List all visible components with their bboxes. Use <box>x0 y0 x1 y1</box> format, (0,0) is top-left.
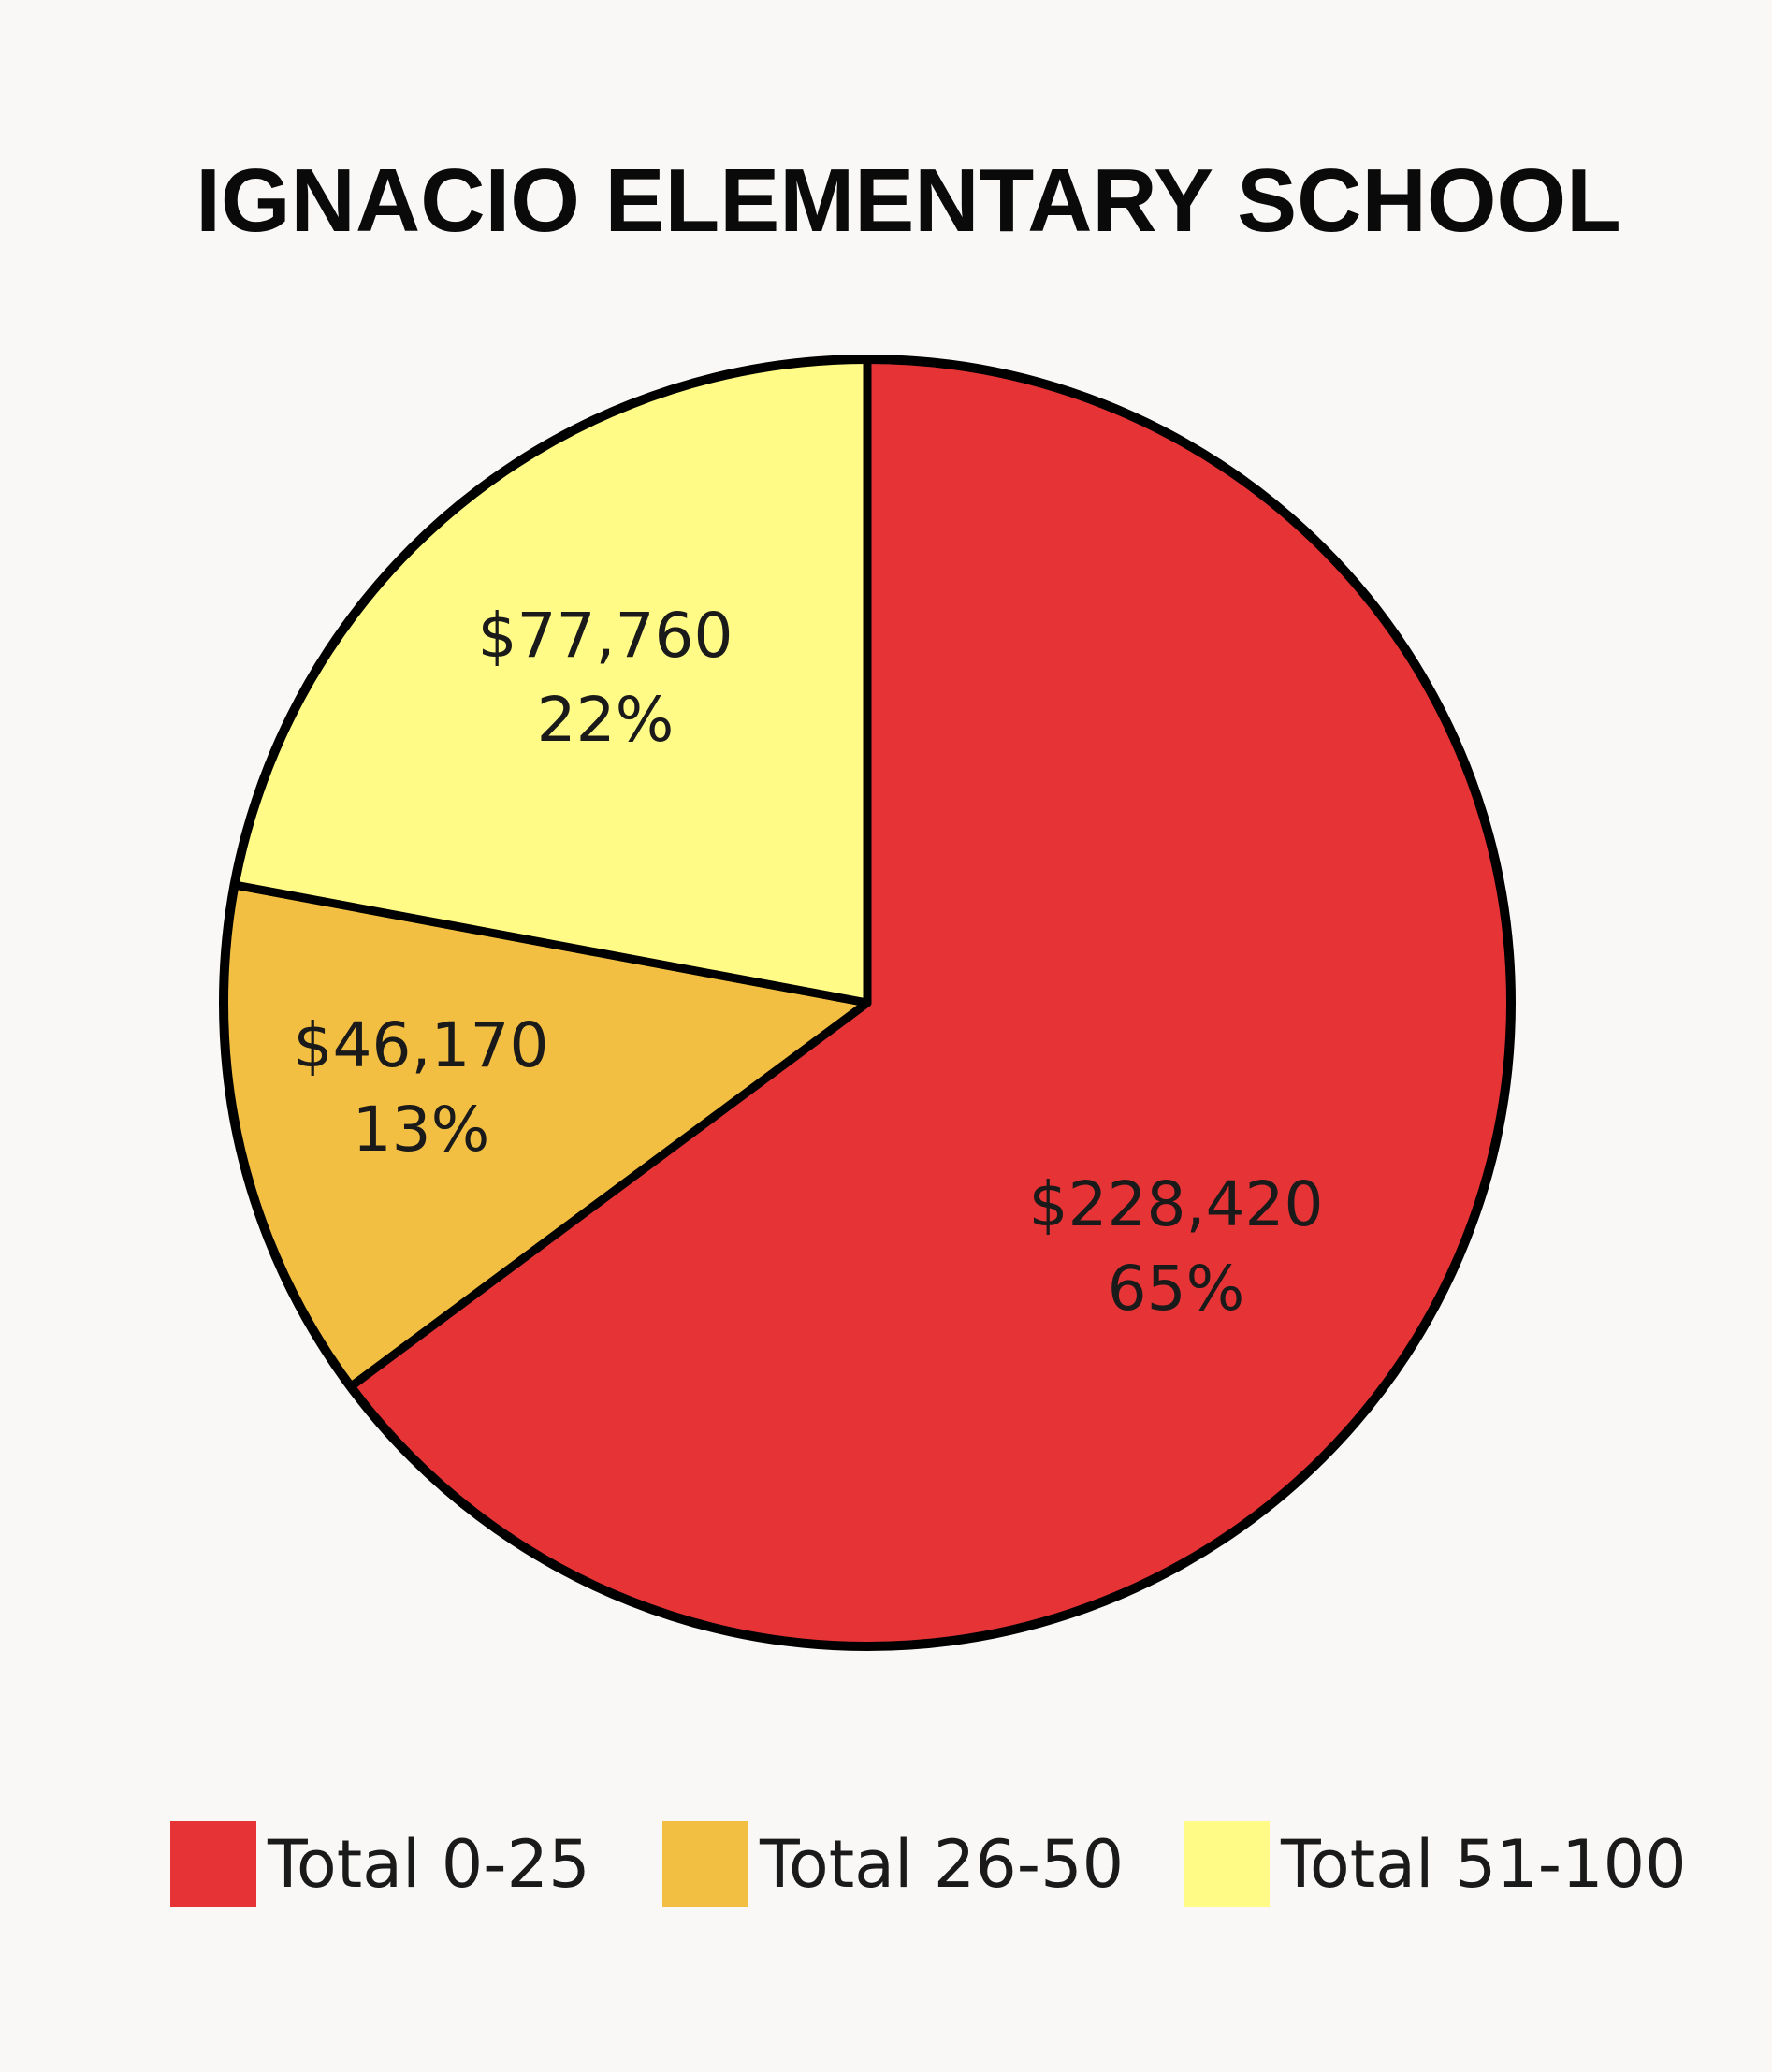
pie-slice-3 <box>230 355 872 1007</box>
legend-swatch <box>170 1821 256 1907</box>
legend-label: Total 51-100 <box>1280 1826 1687 1903</box>
pie-outline <box>219 355 1516 1651</box>
slice-value-label: $77,760 <box>478 600 733 672</box>
legend-label: Total 0-25 <box>267 1826 590 1903</box>
chart-title: IGNACIO ELEMENTARY SCHOOL <box>196 151 1621 251</box>
slice-value-label: $228,420 <box>1029 1168 1324 1240</box>
slice-percent-label: 22% <box>537 684 675 756</box>
legend: Total 0-25 Total 26-50 Total 51-100 <box>170 1821 1687 1907</box>
slice-value-label: $46,170 <box>294 1009 549 1081</box>
slice-labels: $228,420 65% $46,170 13% $77,760 22% <box>294 600 1324 1325</box>
legend-label: Total 26-50 <box>759 1826 1124 1903</box>
pie-slices <box>219 355 1516 1651</box>
legend-swatch <box>1184 1821 1270 1907</box>
legend-swatch <box>662 1821 748 1907</box>
slice-percent-label: 13% <box>353 1094 490 1166</box>
slice-percent-label: 65% <box>1108 1253 1245 1325</box>
